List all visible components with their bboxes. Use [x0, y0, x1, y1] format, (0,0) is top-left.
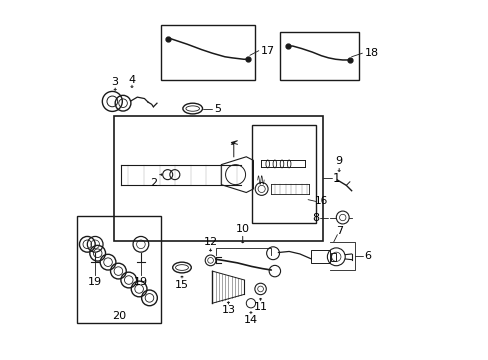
Bar: [280, 32, 358, 80]
Text: 4: 4: [128, 75, 135, 85]
Bar: [310, 250, 329, 263]
Bar: [331, 252, 335, 261]
Text: 20: 20: [111, 311, 125, 321]
Text: 1: 1: [332, 172, 340, 185]
Text: 11: 11: [253, 302, 267, 312]
Bar: [251, 125, 315, 223]
Text: 2: 2: [149, 177, 157, 188]
Text: 12: 12: [203, 237, 217, 247]
Text: 5: 5: [214, 104, 221, 113]
Text: 19: 19: [88, 277, 102, 287]
Text: 3: 3: [111, 77, 119, 87]
Text: 8: 8: [312, 212, 319, 222]
Text: 9: 9: [335, 157, 342, 166]
Text: 19: 19: [134, 277, 148, 287]
Text: 14: 14: [244, 315, 258, 325]
Text: 15: 15: [175, 280, 188, 290]
Text: 13: 13: [221, 305, 235, 315]
Text: 16: 16: [314, 197, 327, 206]
Bar: [114, 116, 323, 241]
Text: 6: 6: [364, 251, 370, 261]
Text: 7: 7: [336, 226, 343, 236]
Text: 10: 10: [235, 224, 249, 234]
Text: 18: 18: [364, 48, 378, 58]
Bar: [160, 24, 255, 80]
Bar: [77, 216, 160, 323]
Text: 17: 17: [260, 46, 274, 56]
